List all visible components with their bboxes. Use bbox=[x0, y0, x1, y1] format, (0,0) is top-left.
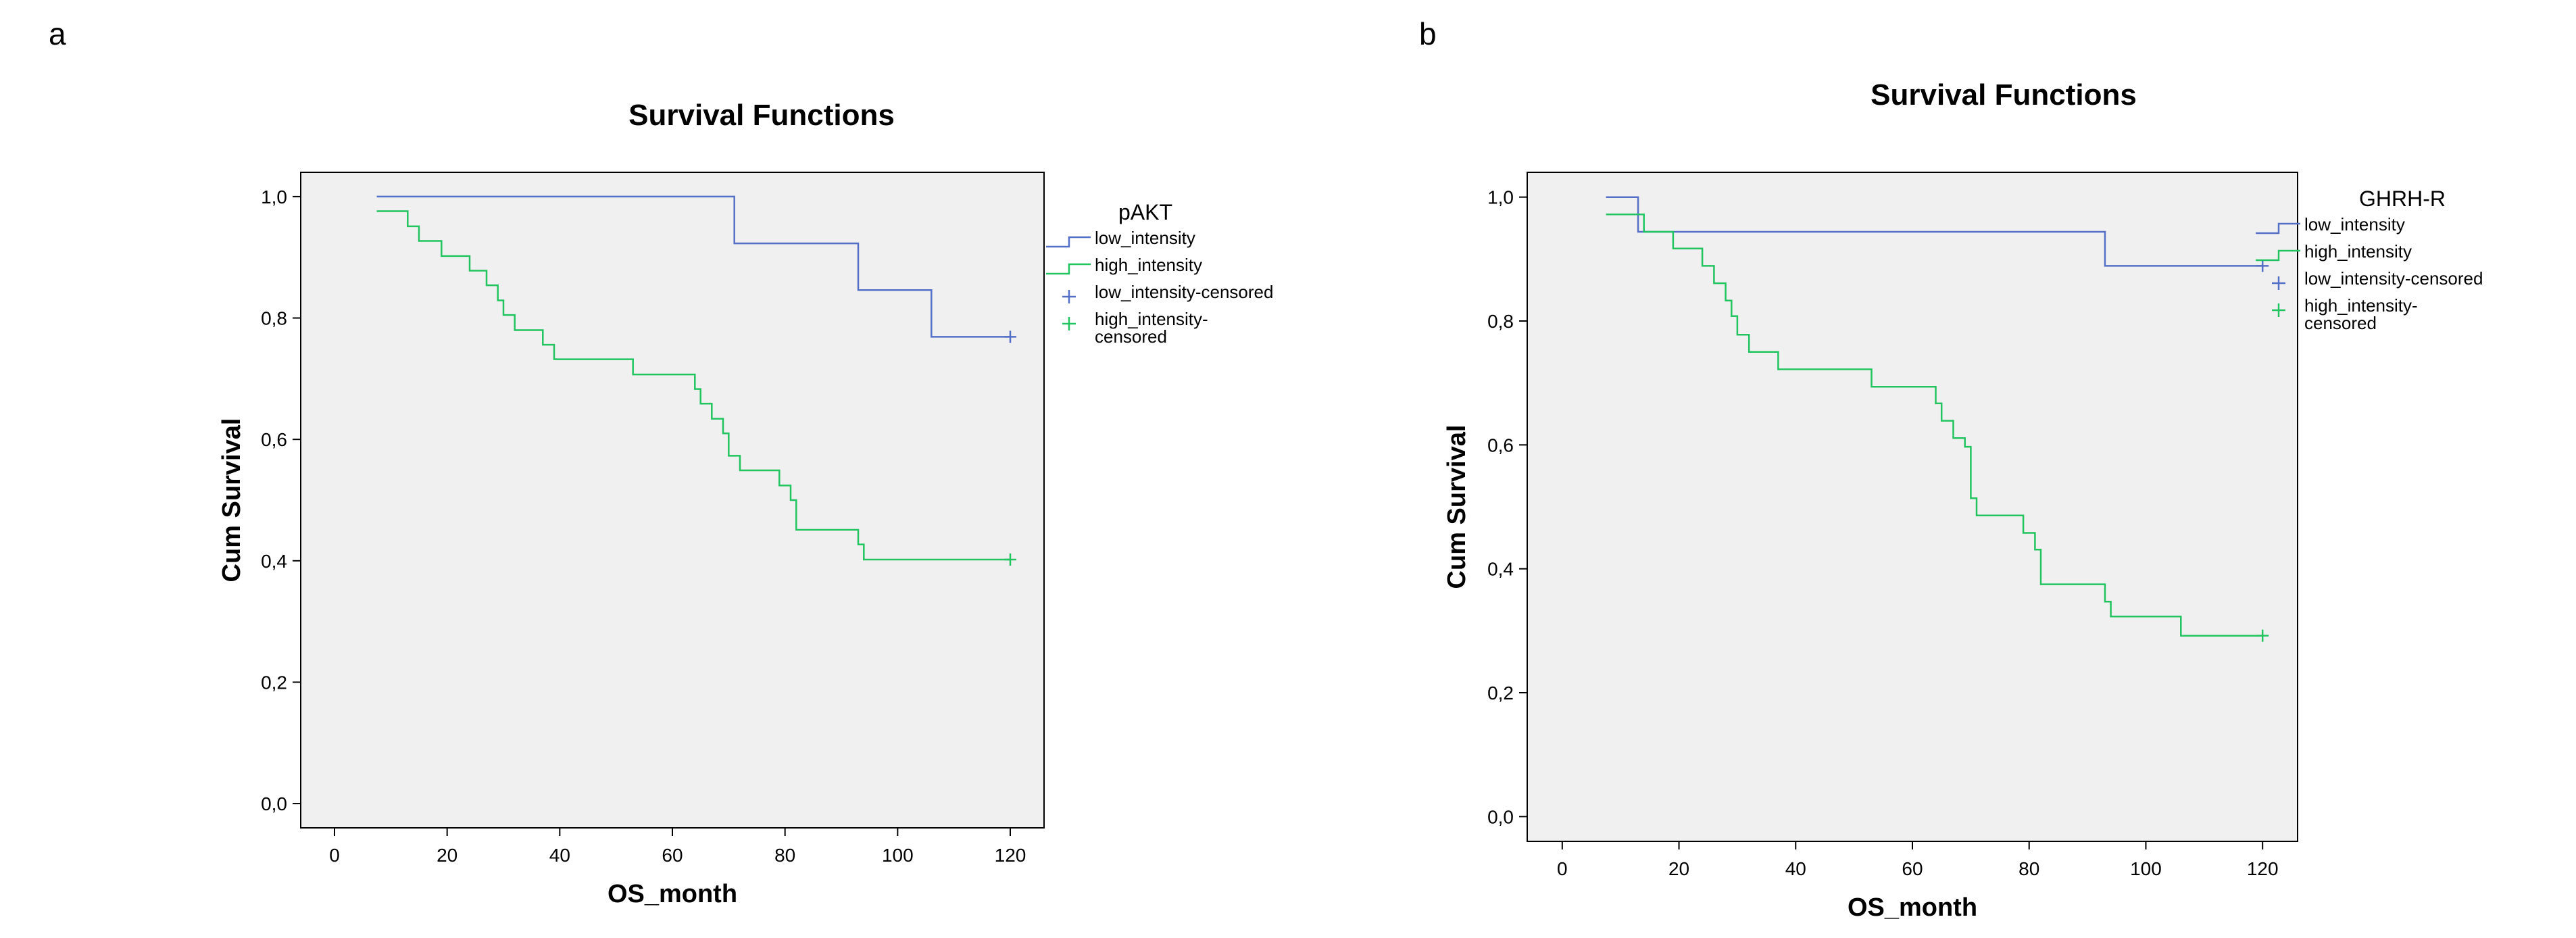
y-tick-label: 0,0 bbox=[261, 793, 287, 814]
x-axis-label: OS_month bbox=[608, 880, 737, 908]
x-tick-label: 120 bbox=[995, 845, 1026, 866]
y-tick-label: 0,8 bbox=[1487, 311, 1514, 332]
x-tick-label: 0 bbox=[329, 845, 340, 866]
x-tick-label: 60 bbox=[662, 845, 683, 866]
censor-mark-low_intensity bbox=[1004, 330, 1016, 343]
series-line-low_intensity bbox=[1606, 196, 2263, 267]
legend-label: low_intensity-censored bbox=[1095, 282, 1273, 302]
y-tick-label: 0,2 bbox=[261, 672, 287, 693]
x-tick-label: 40 bbox=[1785, 858, 1806, 879]
legend-censor-symbol bbox=[2272, 303, 2285, 317]
legend-censor-symbol bbox=[1062, 290, 1076, 303]
legend: pAKT low_intensity high_intensity low_inten… bbox=[1046, 200, 1273, 347]
legend-label: low_intensity-censored bbox=[2304, 268, 2483, 289]
censor-mark-high_intensity bbox=[2256, 629, 2269, 642]
x-tick-label: 120 bbox=[2247, 858, 2279, 879]
legend-label: high_intensity-censored bbox=[1095, 309, 1208, 347]
x-tick-label: 80 bbox=[2018, 858, 2039, 879]
y-tick-label: 0,4 bbox=[1487, 559, 1514, 580]
x-tick-label: 0 bbox=[1557, 858, 1568, 879]
legend-title: pAKT bbox=[1118, 200, 1172, 224]
panel-label: b bbox=[1419, 16, 1437, 51]
y-tick-label: 0,2 bbox=[1487, 683, 1514, 704]
x-tick-label: 40 bbox=[549, 845, 570, 866]
chart-title: Survival Functions bbox=[628, 99, 895, 132]
x-tick-label: 100 bbox=[882, 845, 914, 866]
panel-label: a bbox=[49, 16, 66, 51]
y-tick-label: 1,0 bbox=[1487, 187, 1514, 208]
x-tick-label: 100 bbox=[2130, 858, 2162, 879]
x-tick-label: 20 bbox=[1668, 858, 1689, 879]
legend-censor-symbol bbox=[1062, 317, 1076, 330]
legend-line-symbol bbox=[2256, 222, 2300, 234]
plot-area bbox=[1527, 172, 2298, 842]
y-tick-label: 0,6 bbox=[261, 429, 287, 450]
y-tick-label: 0,4 bbox=[261, 551, 287, 572]
series-line-low_intensity bbox=[376, 195, 1010, 338]
x-tick-label: 80 bbox=[774, 845, 795, 866]
y-tick-label: 0,0 bbox=[1487, 806, 1514, 827]
chart-panel-b: b Survival Functions 0 20 40 60 80 100 120 0,0 0,2… bbox=[1419, 16, 2483, 922]
legend-label: high_intensity bbox=[1095, 255, 1202, 275]
x-tick-label: 60 bbox=[1902, 858, 1923, 879]
legend-label: high_intensity-censored bbox=[2304, 295, 2418, 333]
y-axis-label: Cum Survival bbox=[218, 418, 246, 583]
legend-label: low_intensity bbox=[1095, 228, 1195, 248]
y-tick-label: 1,0 bbox=[261, 187, 287, 207]
x-axis-label: OS_month bbox=[1848, 893, 1977, 922]
chart-title: Survival Functions bbox=[1871, 78, 2137, 112]
censor-mark-high_intensity bbox=[1004, 553, 1016, 566]
y-tick-label: 0,6 bbox=[1487, 435, 1514, 455]
series-line-high_intensity bbox=[376, 210, 1010, 561]
x-tick-label: 20 bbox=[437, 845, 457, 866]
legend-censor-symbol bbox=[2272, 276, 2285, 290]
legend: GHRH-R low_intensity high_intensity low_int… bbox=[2256, 187, 2483, 333]
legend-line-symbol bbox=[1046, 236, 1091, 248]
chart-panel-a: a Survival Functions 0 20 40 60 80 100 120 0,0 0,2… bbox=[49, 16, 1273, 908]
legend-line-symbol bbox=[1046, 263, 1091, 275]
censor-mark-low_intensity bbox=[2256, 260, 2269, 272]
y-axis-label: Cum Survival bbox=[1443, 425, 1471, 589]
legend-label: low_intensity bbox=[2304, 214, 2405, 234]
legend-line-symbol bbox=[2256, 249, 2300, 262]
plot-area bbox=[300, 172, 1045, 829]
legend-label: high_intensity bbox=[2304, 241, 2412, 262]
legend-title: GHRH-R bbox=[2359, 187, 2446, 211]
series-line-high_intensity bbox=[1606, 214, 2263, 637]
y-tick-label: 0,8 bbox=[261, 308, 287, 329]
